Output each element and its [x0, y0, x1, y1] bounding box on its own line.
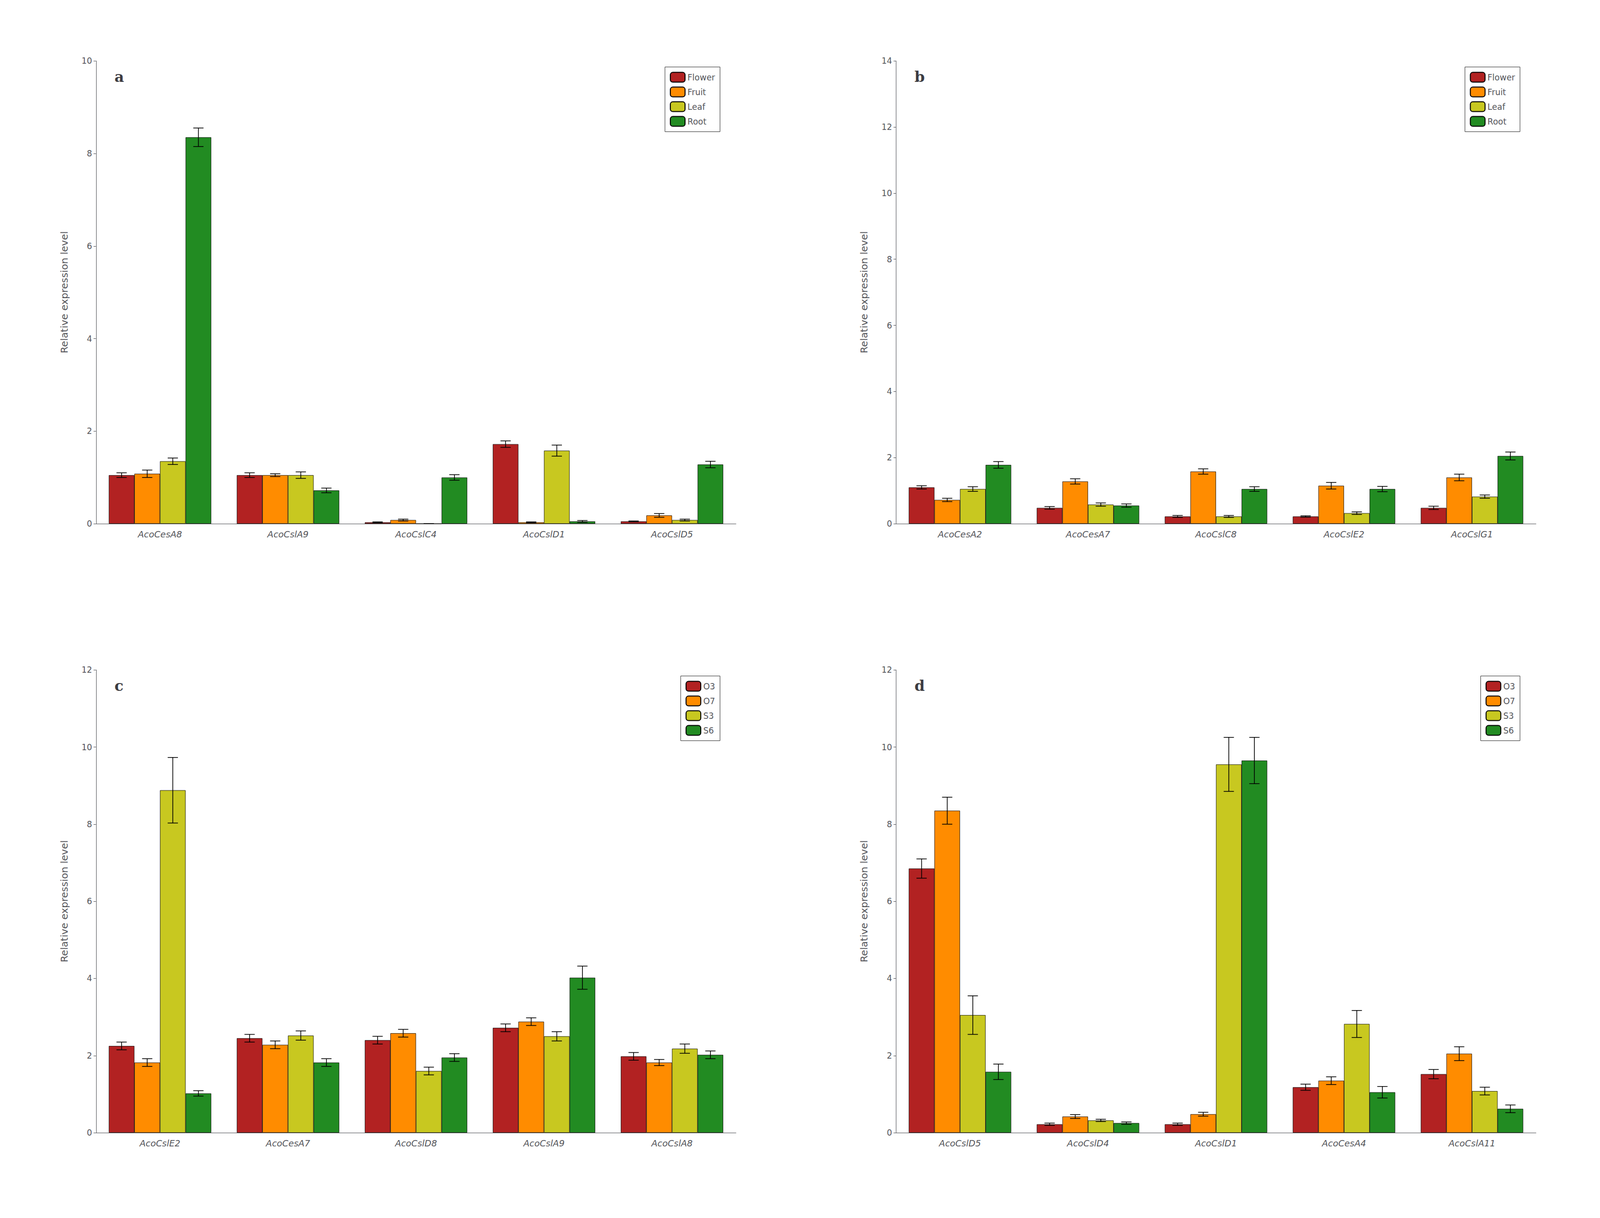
svg-text:S6: S6 — [1503, 725, 1515, 736]
svg-text:2: 2 — [86, 1050, 93, 1061]
svg-text:8: 8 — [86, 148, 93, 159]
svg-text:AcoCesA7: AcoCesA7 — [265, 1138, 311, 1149]
svg-text:8: 8 — [886, 254, 892, 265]
svg-text:Relative expression level: Relative expression level — [858, 840, 870, 963]
svg-text:Flower: Flower — [687, 72, 715, 83]
svg-text:12: 12 — [881, 122, 893, 132]
svg-text:0: 0 — [886, 518, 892, 529]
svg-text:6: 6 — [86, 896, 93, 907]
svg-text:AcoCesA4: AcoCesA4 — [1321, 1138, 1367, 1149]
svg-text:4: 4 — [86, 333, 93, 344]
svg-text:4: 4 — [886, 973, 892, 984]
svg-text:0: 0 — [86, 1127, 93, 1138]
svg-text:10: 10 — [881, 188, 893, 199]
svg-text:6: 6 — [86, 241, 93, 252]
svg-text:O7: O7 — [703, 696, 715, 707]
svg-text:a: a — [114, 68, 124, 86]
svg-text:8: 8 — [86, 819, 93, 830]
svg-text:6: 6 — [886, 896, 892, 907]
svg-text:AcoCesA2: AcoCesA2 — [937, 529, 983, 540]
svg-text:AcoCslG1: AcoCslG1 — [1450, 529, 1494, 540]
svg-text:AcoCslD1: AcoCslD1 — [1194, 1138, 1237, 1149]
svg-text:b: b — [914, 68, 925, 86]
svg-text:2: 2 — [886, 1050, 892, 1061]
svg-text:AcoCslE2: AcoCslE2 — [139, 1138, 181, 1149]
svg-text:AcoCesA8: AcoCesA8 — [137, 529, 182, 540]
svg-text:4: 4 — [86, 973, 93, 984]
svg-text:S6: S6 — [703, 725, 714, 736]
svg-text:Fruit: Fruit — [1487, 87, 1507, 98]
svg-text:0: 0 — [886, 1127, 892, 1138]
svg-text:8: 8 — [886, 819, 892, 830]
svg-text:AcoCslD5: AcoCslD5 — [650, 529, 693, 540]
svg-text:6: 6 — [886, 320, 892, 331]
svg-text:AcoCesA7: AcoCesA7 — [1065, 529, 1111, 540]
svg-text:c: c — [114, 677, 124, 695]
svg-text:AcoCslE2: AcoCslE2 — [1322, 529, 1365, 540]
svg-text:Root: Root — [687, 116, 707, 127]
svg-text:AcoCslD8: AcoCslD8 — [394, 1138, 437, 1149]
svg-text:10: 10 — [881, 742, 893, 753]
svg-text:AcoCslD5: AcoCslD5 — [938, 1138, 981, 1149]
svg-text:O3: O3 — [703, 681, 715, 692]
svg-text:Relative expression level: Relative expression level — [858, 231, 870, 354]
svg-text:10: 10 — [81, 55, 93, 66]
svg-text:AcoCslA11: AcoCslA11 — [1447, 1138, 1496, 1149]
svg-text:O7: O7 — [1503, 696, 1516, 707]
svg-text:2: 2 — [86, 426, 93, 436]
svg-text:AcoCslD4: AcoCslD4 — [1066, 1138, 1109, 1149]
svg-text:Relative expression level: Relative expression level — [58, 231, 71, 354]
svg-text:AcoCslA9: AcoCslA9 — [522, 1138, 565, 1149]
svg-text:12: 12 — [881, 664, 893, 675]
svg-text:0: 0 — [86, 518, 93, 529]
svg-text:2: 2 — [886, 452, 892, 463]
svg-text:AcoCslC8: AcoCslC8 — [1194, 529, 1237, 540]
svg-text:Fruit: Fruit — [687, 87, 707, 98]
svg-text:AcoCslA9: AcoCslA9 — [266, 529, 309, 540]
svg-text:14: 14 — [881, 55, 893, 66]
svg-text:AcoCslD1: AcoCslD1 — [522, 529, 565, 540]
svg-text:Leaf: Leaf — [687, 101, 706, 112]
svg-text:12: 12 — [81, 664, 93, 675]
svg-text:AcoCslC4: AcoCslC4 — [394, 529, 437, 540]
svg-text:Root: Root — [1487, 116, 1507, 127]
svg-text:d: d — [914, 677, 925, 695]
svg-text:AcoCslA8: AcoCslA8 — [650, 1138, 693, 1149]
svg-text:10: 10 — [81, 742, 93, 753]
svg-text:4: 4 — [886, 386, 892, 397]
svg-text:Relative expression level: Relative expression level — [58, 840, 71, 963]
svg-text:Leaf: Leaf — [1487, 101, 1506, 112]
svg-text:Flower: Flower — [1487, 72, 1516, 83]
svg-text:S3: S3 — [1503, 711, 1515, 721]
svg-text:O3: O3 — [1503, 681, 1516, 692]
svg-text:S3: S3 — [703, 711, 714, 721]
